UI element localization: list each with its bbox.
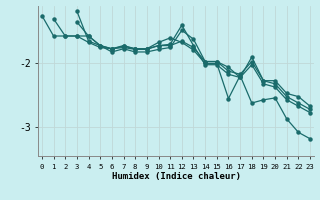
X-axis label: Humidex (Indice chaleur): Humidex (Indice chaleur) (111, 172, 241, 181)
